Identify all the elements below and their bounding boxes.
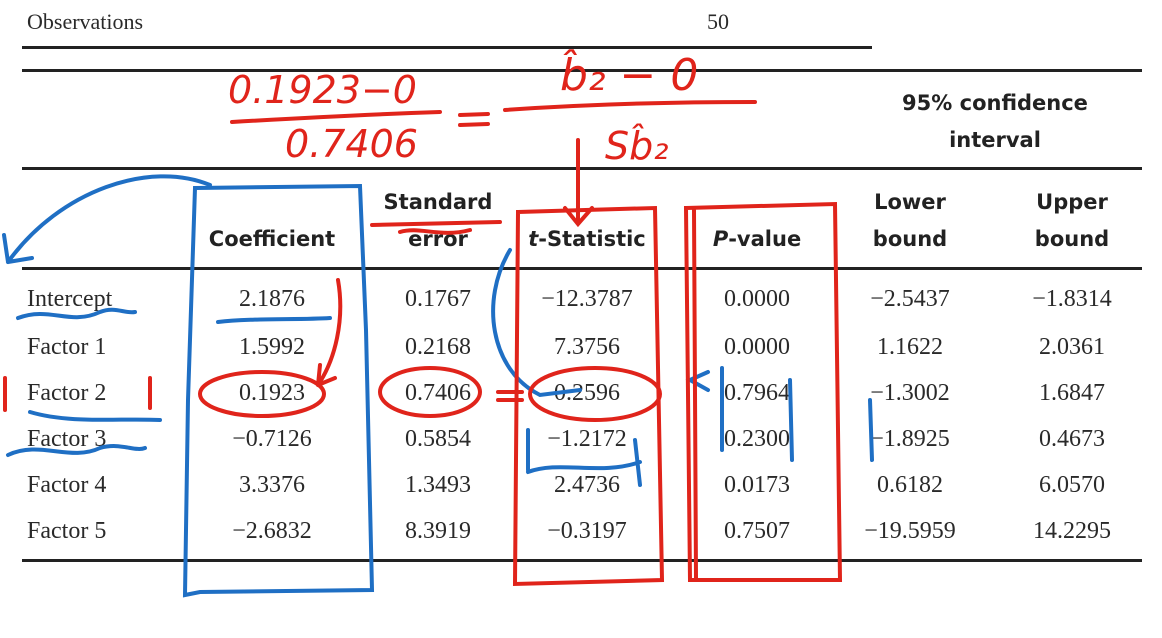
header-text: -value [728, 227, 802, 251]
cell-value: 0.7964 [724, 380, 790, 406]
row-label: Factor 3 [27, 426, 107, 452]
red-box [683, 201, 843, 582]
observations-label: Observations [27, 9, 144, 34]
equals-sign [458, 112, 490, 127]
row-label: Factor 5 [27, 518, 107, 544]
cell-value: 8.3919 [405, 518, 471, 544]
red-arrow [316, 278, 343, 387]
cell-value: 2.0361 [1039, 334, 1105, 360]
cell-value: −0.7126 [232, 426, 312, 452]
cell-value: 7.3756 [554, 334, 620, 360]
fraction-line [230, 100, 757, 124]
group-header: 95% confidence interval [902, 91, 1088, 152]
cell-value: 0.1923 [239, 380, 305, 406]
row-label: Factor 4 [27, 472, 107, 498]
row-label: Factor 1 [27, 334, 107, 360]
column-header: Upper bound [997, 184, 1147, 258]
cell-value: 1.6847 [1039, 380, 1105, 406]
cell-value: −1.2172 [547, 426, 627, 452]
annotation: 0.1923−0 [228, 68, 417, 112]
rule [22, 559, 1142, 562]
header-italic: P [712, 227, 729, 251]
cell-value: −12.3787 [541, 286, 633, 312]
cell-value: 0.4673 [1039, 426, 1105, 452]
rule [22, 167, 1142, 170]
cell-value: 0.7406 [405, 380, 471, 406]
header-italic: t [528, 227, 539, 251]
column-header: Lower bound [835, 184, 985, 258]
column-header: t-Statistic [512, 221, 662, 258]
blue-underline [216, 316, 332, 324]
cell-value: 0.5854 [405, 426, 471, 452]
cell-value: −2.6832 [232, 518, 312, 544]
red-circle [528, 366, 662, 422]
rule [22, 69, 1142, 72]
cell-value: −19.5959 [864, 518, 956, 544]
blue-arrow [491, 248, 582, 398]
red-box [512, 205, 665, 587]
blue-wave [28, 410, 162, 422]
rule [22, 46, 872, 49]
cell-value: 0.2168 [405, 334, 471, 360]
blue-marks [2, 174, 874, 598]
cell-value: −1.8314 [1032, 286, 1112, 312]
cell-value: −1.3002 [870, 380, 950, 406]
red-underline [370, 220, 502, 235]
blue-wave [6, 444, 147, 457]
blue-wave [16, 307, 137, 320]
header-text: Coefficient [208, 227, 336, 251]
row-label: Factor 2 [27, 380, 107, 406]
red-circle [198, 370, 326, 418]
column-header: P-value [682, 221, 832, 258]
cell-value: 2.1876 [239, 286, 305, 312]
red-marks [496, 390, 524, 402]
cell-value: 0.6182 [877, 472, 943, 498]
cell-value: −2.5437 [870, 286, 950, 312]
cell-value: 0.0000 [724, 334, 790, 360]
cell-value: 0.7507 [724, 518, 790, 544]
cell-value: 3.3376 [239, 472, 305, 498]
header-text: Upper bound [1034, 190, 1110, 251]
cell-value: 0.0000 [724, 286, 790, 312]
column-header: Coefficient [197, 221, 347, 258]
cell-value: 6.0570 [1039, 472, 1105, 498]
blue-box [182, 183, 375, 598]
cell-value: 1.1622 [877, 334, 943, 360]
cell-value: −0.3197 [547, 518, 627, 544]
annotation: Sb̂₂ [605, 124, 669, 168]
cell-value: 1.5992 [239, 334, 305, 360]
row-label: Intercept [27, 286, 113, 312]
rule [22, 267, 1142, 270]
cell-value: −1.8925 [870, 426, 950, 452]
cell-value: 2.4736 [554, 472, 620, 498]
red-circle [378, 366, 482, 418]
red-marks [3, 100, 843, 587]
blue-underline [526, 428, 642, 487]
cell-value: 1.3493 [405, 472, 471, 498]
blue-arrow [2, 174, 212, 264]
header-text: Standard error [383, 190, 493, 251]
annotation: 0.7406 [285, 122, 418, 166]
cell-value: 0.0173 [724, 472, 790, 498]
red-arrow [563, 138, 594, 228]
annotation: b̂₂ − 0 [560, 50, 699, 101]
cell-value: 14.2295 [1033, 518, 1111, 544]
header-text: Lower bound [872, 190, 948, 251]
column-header: Standard error [373, 184, 503, 258]
cell-value: 0.2300 [724, 426, 790, 452]
observations-value: 50 [707, 9, 729, 34]
header-text: -Statistic [538, 227, 646, 251]
cell-value: 0.1767 [405, 286, 471, 312]
red-marks [3, 376, 152, 412]
blue-marks [685, 366, 874, 462]
